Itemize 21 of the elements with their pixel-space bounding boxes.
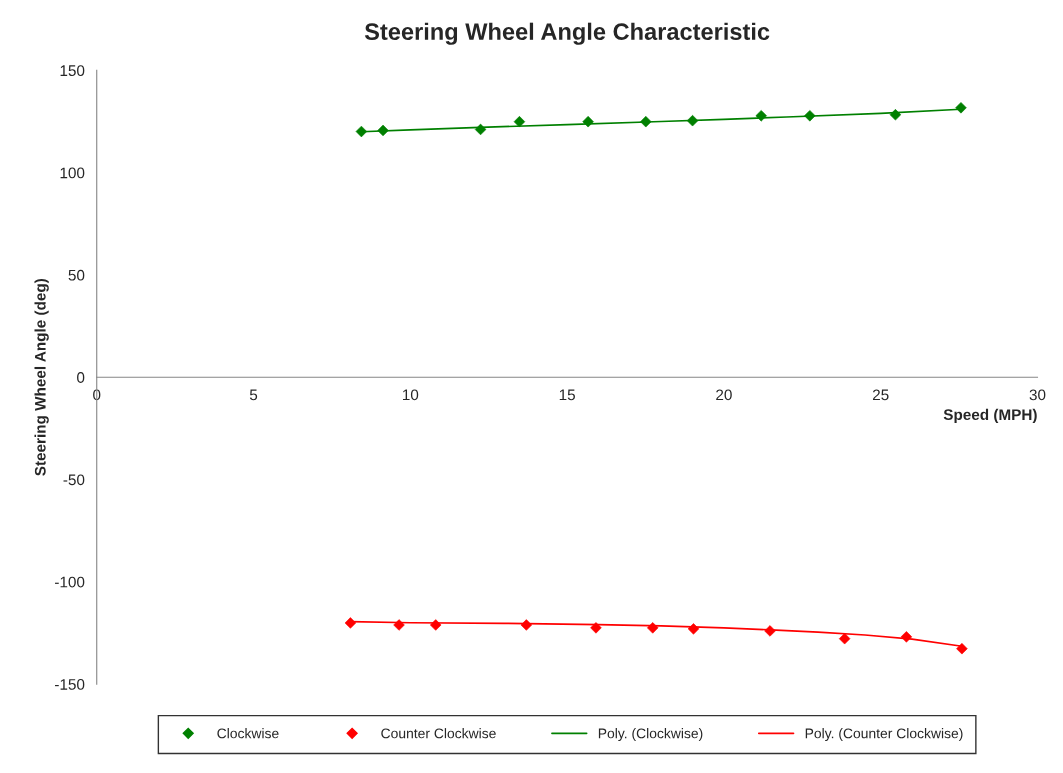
x-tick-label: 0 xyxy=(93,389,101,401)
chart-title: Steering Wheel Angle Characteristic xyxy=(364,22,770,45)
y-tick-label: 100 xyxy=(60,167,85,179)
x-tick-label: 25 xyxy=(872,389,889,401)
y-tick-label: 150 xyxy=(60,65,85,77)
legend-label: Poly. (Clockwise) xyxy=(598,728,703,742)
x-tick-label: 15 xyxy=(559,389,575,401)
y-tick-label: -50 xyxy=(63,474,85,486)
y-tick-label: -150 xyxy=(55,678,85,690)
y-tick-label: 0 xyxy=(77,372,85,383)
x-tick-label: 30 xyxy=(1029,389,1046,401)
legend-label: Poly. (Counter Clockwise) xyxy=(805,728,963,742)
x-tick-label: 20 xyxy=(716,389,732,401)
x-axis-title: Speed (MPH) xyxy=(943,408,1037,424)
x-tick-label: 5 xyxy=(249,389,258,401)
y-axis-title: Steering Wheel Angle (deg) xyxy=(34,278,49,476)
legend-label: Counter Clockwise xyxy=(381,728,496,739)
x-tick-label: 10 xyxy=(402,389,419,401)
y-tick-label: 50 xyxy=(68,269,85,281)
y-tick-label: -100 xyxy=(55,576,85,588)
legend-label: Clockwise xyxy=(217,728,279,739)
